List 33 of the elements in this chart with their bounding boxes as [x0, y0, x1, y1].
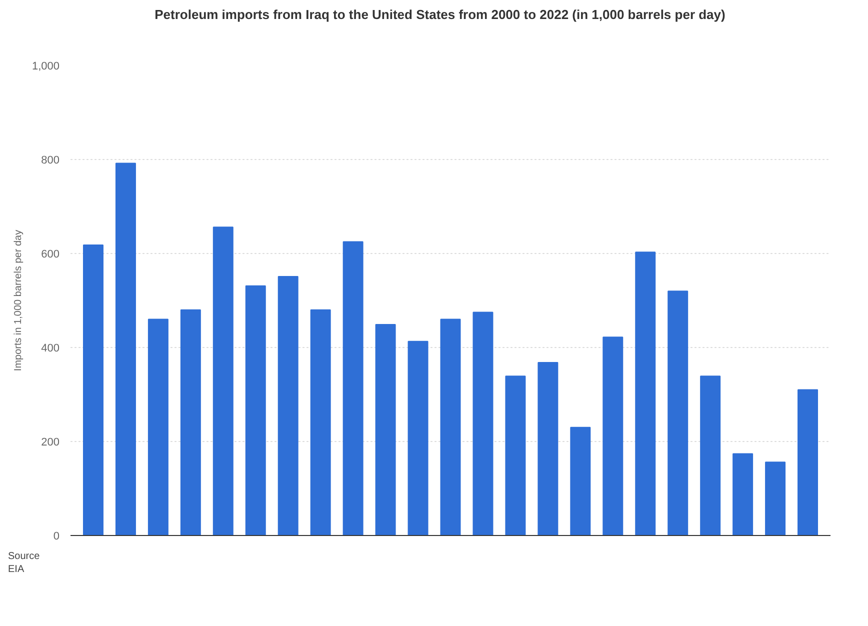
- y-tick-label: 0: [53, 530, 60, 542]
- bar: [82, 244, 104, 536]
- bar: [180, 309, 201, 536]
- bar: [538, 362, 558, 536]
- bar: [472, 312, 494, 536]
- bar: [700, 376, 721, 536]
- bar: [408, 340, 428, 536]
- chart-title: Petroleum imports from Iraq to the United States from 2000 to 2022 (in 1,000 barrels per day): [154, 6, 726, 24]
- y-tick-label: 1,000: [32, 60, 60, 72]
- y-tick-label: 200: [41, 436, 60, 448]
- bar: [148, 318, 168, 536]
- y-tick-label: 600: [41, 248, 60, 260]
- y-tick-label: 400: [41, 342, 60, 354]
- text: EIA: [8, 564, 24, 575]
- bar: [635, 252, 656, 536]
- bar: [212, 226, 234, 536]
- bar: [342, 241, 364, 536]
- bar: [602, 336, 624, 536]
- bar: [732, 453, 754, 536]
- bar: [765, 462, 786, 536]
- bar: [668, 290, 688, 536]
- bar: [440, 318, 461, 536]
- bar: [798, 389, 818, 536]
- bar: [570, 426, 591, 536]
- bar: [245, 285, 266, 536]
- bar: [375, 324, 396, 536]
- bar: [115, 162, 136, 536]
- text: Source: [8, 551, 40, 562]
- bar: [505, 376, 526, 536]
- y-tick-label: 800: [41, 154, 60, 166]
- bar: [310, 309, 331, 536]
- y-axis-title: Imports in 1,000 barrels per day: [12, 230, 24, 372]
- bar: [278, 276, 298, 536]
